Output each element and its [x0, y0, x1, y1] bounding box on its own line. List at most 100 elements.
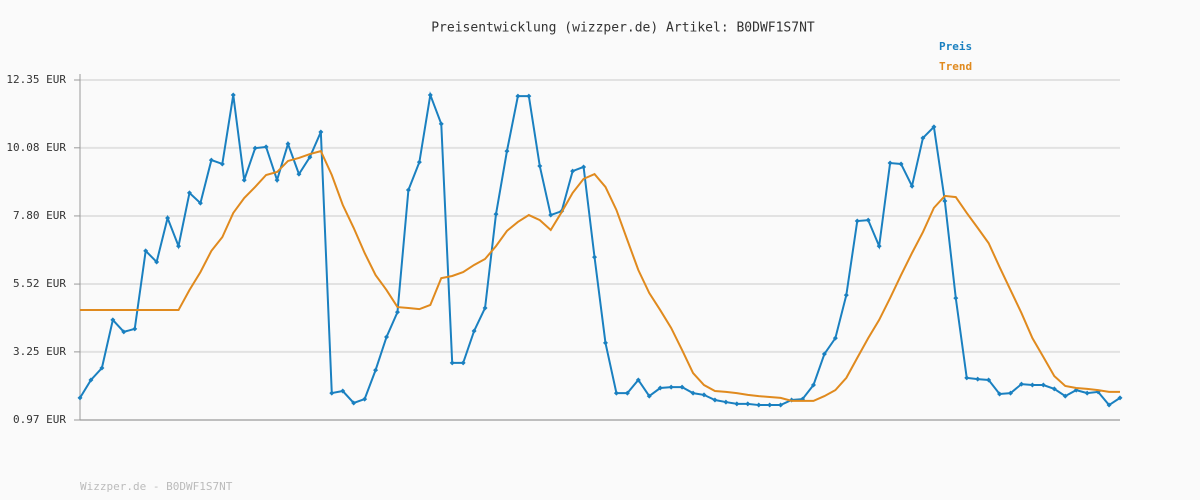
legend-label: Preis — [939, 40, 972, 53]
point — [821, 351, 827, 357]
point — [887, 160, 893, 166]
point — [132, 326, 138, 332]
point — [668, 384, 674, 390]
point — [471, 328, 477, 334]
point — [285, 141, 291, 147]
point — [975, 376, 981, 382]
point — [329, 390, 335, 396]
point — [176, 243, 182, 249]
point — [351, 400, 357, 406]
y-tick-label: 0.97 EUR — [13, 413, 66, 426]
point — [592, 254, 598, 260]
point — [997, 391, 1003, 397]
point — [570, 168, 576, 174]
point — [515, 93, 521, 99]
point — [1117, 395, 1123, 401]
point — [745, 401, 751, 407]
point — [581, 164, 587, 170]
point — [624, 390, 630, 396]
point — [340, 388, 346, 394]
point — [405, 187, 411, 193]
point — [734, 401, 740, 407]
point — [416, 159, 422, 165]
point — [318, 129, 324, 135]
legend-label: Trend — [939, 60, 972, 73]
point — [646, 393, 652, 399]
point — [197, 200, 203, 206]
point — [121, 329, 127, 335]
point — [449, 360, 455, 366]
point — [493, 211, 499, 217]
point — [909, 183, 915, 189]
point — [186, 190, 192, 196]
y-tick-label: 12.35 EUR — [6, 73, 66, 86]
point — [241, 177, 247, 183]
point — [810, 382, 816, 388]
point — [756, 402, 762, 408]
point — [537, 163, 543, 169]
point — [712, 397, 718, 403]
y-tick-label: 3.25 EUR — [13, 345, 66, 358]
y-tick-label: 7.80 EUR — [13, 209, 66, 222]
point — [460, 360, 466, 366]
point — [307, 154, 313, 160]
point — [690, 390, 696, 396]
point — [1008, 390, 1014, 396]
point — [219, 161, 225, 167]
point — [778, 402, 784, 408]
point — [296, 171, 302, 177]
point — [723, 399, 729, 405]
point — [679, 384, 685, 390]
point — [88, 377, 94, 383]
point — [526, 93, 532, 99]
point — [657, 385, 663, 391]
point — [427, 92, 433, 98]
y-tick-label: 5.52 EUR — [13, 277, 66, 290]
point — [482, 305, 488, 311]
point — [394, 309, 400, 315]
point — [1029, 382, 1035, 388]
point — [438, 121, 444, 127]
point — [1040, 382, 1046, 388]
point — [373, 367, 379, 373]
point — [931, 124, 937, 130]
point — [843, 292, 849, 298]
point — [165, 215, 171, 221]
footer: Wizzper.de - B0DWF1S7NT — [80, 480, 233, 493]
point — [602, 340, 608, 346]
point — [1062, 393, 1068, 399]
point — [898, 161, 904, 167]
point — [953, 295, 959, 301]
point — [252, 145, 258, 151]
point — [635, 377, 641, 383]
chart-title: Preisentwicklung (wizzper.de) Artikel: B… — [431, 21, 815, 36]
point — [362, 396, 368, 402]
point — [613, 390, 619, 396]
point — [143, 248, 149, 254]
point — [154, 259, 160, 265]
point — [942, 198, 948, 204]
series-line — [79, 91, 1121, 407]
point — [920, 135, 926, 141]
point — [230, 92, 236, 98]
point — [99, 365, 105, 371]
point — [964, 375, 970, 381]
point — [208, 157, 214, 163]
point — [1106, 402, 1112, 408]
point — [767, 402, 773, 408]
point — [865, 217, 871, 223]
point — [1018, 381, 1024, 387]
point — [986, 377, 992, 383]
point — [1051, 386, 1057, 392]
point — [274, 177, 280, 183]
point — [263, 144, 269, 150]
series-line — [80, 149, 1120, 402]
point — [876, 243, 882, 249]
point — [110, 317, 116, 323]
point — [504, 148, 510, 154]
point — [854, 218, 860, 224]
point — [384, 334, 390, 340]
point — [832, 335, 838, 341]
